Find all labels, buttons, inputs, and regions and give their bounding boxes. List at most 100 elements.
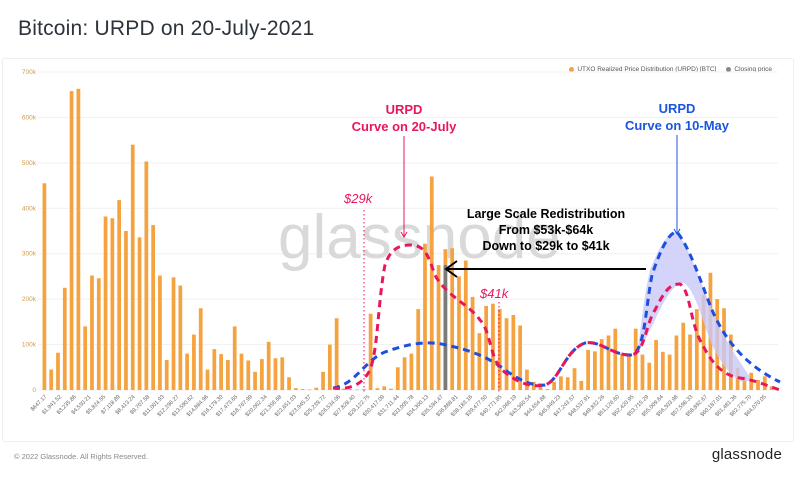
urpd-bar[interactable] [137,237,142,390]
urpd-bar[interactable] [246,360,251,390]
urpd-bar[interactable] [69,91,74,390]
closing-price-bar[interactable] [443,265,448,390]
urpd-bar[interactable] [219,354,223,390]
urpd-bar[interactable] [701,294,706,390]
urpd-bar[interactable] [491,303,495,390]
urpd-bar[interactable] [90,275,94,390]
urpd-bar[interactable] [640,354,645,390]
urpd-bar[interactable] [83,326,88,390]
urpd-bar[interactable] [103,216,108,390]
urpd-bar[interactable] [647,362,652,390]
urpd-bar[interactable] [158,275,162,390]
urpd-bar[interactable] [192,334,196,390]
urpd-bar[interactable] [559,376,563,390]
urpd-bar[interactable] [627,353,631,390]
urpd-bar[interactable] [300,389,305,390]
urpd-bar[interactable] [477,333,482,390]
urpd-bar[interactable] [742,376,747,390]
urpd-bar[interactable] [531,381,536,390]
urpd-bar[interactable] [457,276,461,390]
urpd-bar[interactable] [511,315,516,390]
urpd-bar[interactable] [178,285,183,390]
urpd-bar[interactable] [361,389,366,390]
urpd-bar[interactable] [423,243,427,390]
urpd-bar[interactable] [198,308,203,390]
urpd-bar[interactable] [579,380,584,390]
urpd-bar[interactable] [321,371,325,390]
urpd-bar[interactable] [436,265,441,390]
urpd-bar[interactable] [633,328,638,390]
urpd-bar[interactable] [694,309,699,390]
urpd-bar[interactable] [545,389,550,390]
urpd-bar[interactable] [334,318,339,390]
urpd-bar[interactable] [273,358,278,390]
urpd-bar[interactable] [416,309,421,390]
urpd-bar[interactable] [110,218,115,390]
urpd-bar[interactable] [280,357,285,390]
urpd-bar[interactable] [497,309,502,390]
urpd-bar[interactable] [124,231,128,390]
urpd-bar[interactable] [606,335,611,390]
urpd-bar[interactable] [565,377,570,390]
urpd-bar[interactable] [593,351,597,390]
urpd-bar[interactable] [660,351,665,390]
urpd-bar[interactable] [586,350,590,390]
urpd-bar[interactable] [117,200,122,390]
urpd-bar[interactable] [212,349,217,390]
urpd-bar[interactable] [674,335,679,390]
urpd-bar[interactable] [599,339,604,390]
urpd-bar[interactable] [260,359,264,390]
urpd-bar[interactable] [395,367,400,390]
legend-item-urpd[interactable]: UTXO Realized Price Distribution (URPD) … [569,66,716,73]
urpd-bar[interactable] [538,386,543,390]
urpd-bar[interactable] [688,334,692,390]
urpd-bar[interactable] [314,387,319,390]
legend-item-closing-price[interactable]: Closing price [726,66,772,73]
urpd-bar[interactable] [470,296,475,390]
urpd-bar[interactable] [226,360,230,390]
urpd-bar[interactable] [484,305,489,390]
urpd-bar[interactable] [205,369,210,390]
urpd-bar[interactable] [151,225,156,390]
urpd-bar[interactable] [409,353,414,390]
urpd-bar[interactable] [62,287,67,390]
urpd-bar[interactable] [375,388,380,390]
urpd-bar[interactable] [769,386,774,390]
urpd-bar[interactable] [667,354,672,390]
urpd-bar[interactable] [76,88,81,390]
urpd-bar[interactable] [164,360,169,390]
urpd-bar[interactable] [429,176,434,390]
urpd-bar[interactable] [572,368,577,390]
urpd-bar[interactable] [654,340,658,390]
urpd-bar[interactable] [389,388,393,390]
urpd-bar[interactable] [341,388,346,390]
urpd-bar[interactable] [130,144,135,390]
urpd-bar[interactable] [232,326,237,390]
urpd-bar[interactable] [355,389,359,391]
urpd-bar[interactable] [96,278,101,390]
urpd-bar[interactable] [368,313,373,390]
urpd-bar[interactable] [49,369,54,390]
urpd-bar[interactable] [402,357,407,390]
urpd-bar[interactable] [293,388,298,390]
urpd-bar[interactable] [144,161,149,390]
urpd-bar[interactable] [518,325,523,390]
urpd-bar[interactable] [185,353,189,390]
urpd-bar[interactable] [287,377,291,390]
urpd-bar[interactable] [253,371,257,390]
urpd-bar[interactable] [307,389,312,391]
urpd-bar[interactable] [239,353,244,390]
urpd-bar[interactable] [463,260,468,390]
urpd-bar[interactable] [382,386,387,390]
brand-logo[interactable]: glassnode [711,446,782,463]
urpd-bar[interactable] [681,322,686,390]
urpd-bar[interactable] [756,380,760,390]
urpd-bar[interactable] [171,277,176,390]
urpd-bar[interactable] [42,183,47,390]
urpd-bar[interactable] [525,369,529,390]
urpd-bar[interactable] [504,318,509,390]
urpd-bar[interactable] [348,389,353,390]
urpd-bar[interactable] [613,328,618,390]
urpd-bar[interactable] [56,352,60,390]
urpd-bar[interactable] [450,248,455,390]
